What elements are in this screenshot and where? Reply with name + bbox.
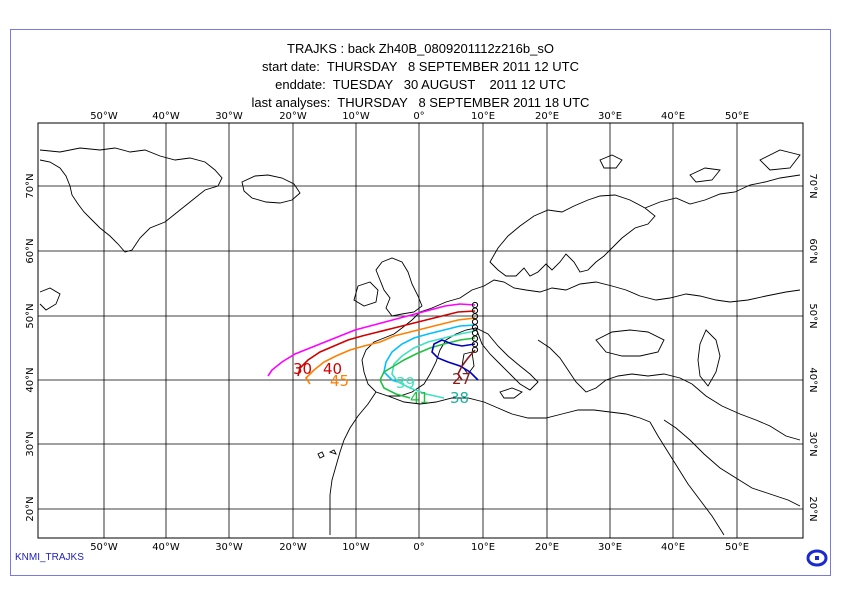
arabia-coast — [663, 419, 801, 507]
traj-label-41: 41 — [410, 389, 429, 407]
great-britain-coast — [375, 257, 423, 317]
traj-label-45: 45 — [330, 372, 349, 390]
lon-label-top: 50°W — [90, 111, 118, 122]
lon-label-bottom: 10°W — [342, 542, 370, 553]
trajectory-green — [379, 337, 476, 399]
black-sea-coast — [595, 329, 665, 357]
lat-label-right: 50°N — [807, 303, 818, 328]
persian-gulf-coast — [691, 383, 801, 441]
lat-label-left: 40°N — [25, 367, 36, 392]
newfoundland-coast — [39, 287, 61, 311]
start-marker — [471, 318, 479, 325]
knmi-logo-icon — [806, 549, 828, 567]
lon-label-top: 20°W — [279, 111, 307, 122]
title-line-4: last analyses: THURSDAY 8 SEPTEMBER 2011… — [251, 95, 590, 110]
sicily-coast — [499, 387, 523, 399]
lon-label-top: 10°E — [471, 111, 495, 122]
iceland-coast — [241, 174, 301, 204]
trajectory-red — [297, 310, 476, 377]
lat-label-right: 40°N — [807, 367, 818, 392]
greenland-coast — [39, 147, 223, 253]
title-block: TRAJKS : back Zh40B_0809201112z216b_sO s… — [0, 40, 841, 112]
lat-label-left: 70°N — [25, 173, 36, 198]
lat-labels-right: 70°N 60°N 50°N 40°N 30°N 20°N — [807, 173, 818, 521]
lon-label-bottom: 20°W — [279, 542, 307, 553]
north-africa-coast — [329, 391, 377, 535]
trajectories — [267, 303, 479, 399]
title-line-2: start date: THURSDAY 8 SEPTEMBER 2011 12… — [262, 59, 579, 74]
balkans-coast — [537, 339, 693, 393]
trajectory-turquoise — [391, 330, 476, 399]
lon-label-top: 40°E — [661, 111, 685, 122]
trajectory-labels: 30 40 45 27 39 41 38 — [293, 360, 471, 407]
trajectory-orange — [304, 317, 476, 385]
lon-labels-bottom: 50°W 40°W 30°W 20°W 10°W 0° 10°E 20°E 30°E 40°E 50… — [90, 542, 749, 553]
trajectory-blue — [431, 339, 479, 381]
traj-label-40: 40 — [323, 360, 342, 378]
lat-label-right: 30°N — [807, 431, 818, 456]
map-frame — [10, 29, 831, 576]
lon-label-top: 50°E — [725, 111, 749, 122]
ireland-coast — [353, 281, 379, 307]
russia-north-coast — [644, 174, 801, 209]
scandinavia-coast — [489, 194, 656, 277]
graticule — [38, 123, 803, 538]
lon-label-bottom: 30°W — [215, 542, 243, 553]
start-marker — [471, 346, 479, 353]
lon-label-top: 40°W — [152, 111, 180, 122]
lat-label-right: 70°N — [807, 173, 818, 198]
sardinia-coast — [461, 351, 475, 375]
lon-label-bottom: 20°E — [535, 542, 559, 553]
lon-label-top: 10°W — [342, 111, 370, 122]
lon-label-bottom: 0° — [413, 542, 424, 553]
lon-label-top: 30°W — [215, 111, 243, 122]
lat-label-left: 60°N — [25, 238, 36, 263]
start-markers — [471, 301, 479, 353]
lon-label-bottom: 50°W — [90, 542, 118, 553]
lat-label-left: 30°N — [25, 431, 36, 456]
lat-label-right: 60°N — [807, 238, 818, 263]
lon-label-bottom: 50°E — [725, 542, 749, 553]
arctic-islands — [599, 149, 801, 183]
traj-label-27: 27 — [452, 370, 471, 388]
map-border — [37, 122, 804, 539]
coastlines — [39, 147, 801, 536]
traj-label-39: 39 — [396, 374, 415, 392]
lon-label-top: 20°E — [535, 111, 559, 122]
lon-label-bottom: 40°W — [152, 542, 180, 553]
red-sea-coast — [649, 421, 725, 536]
lat-label-right: 20°N — [807, 496, 818, 521]
traj-label-30: 30 — [293, 360, 312, 378]
trajectory-cyan — [383, 324, 476, 385]
lat-labels-left: 70°N 60°N 50°N 40°N 30°N 20°N — [25, 173, 36, 521]
lon-labels-top: 50°W 40°W 30°W 20°W 10°W 0° 10°E 20°E 30°E 40°E 50… — [90, 111, 749, 122]
italy-coast — [475, 327, 539, 391]
footer-label: KNMI_TRAJKS — [15, 552, 84, 563]
lon-label-bottom: 30°E — [598, 542, 622, 553]
lon-label-top: 0° — [413, 111, 424, 122]
lon-label-bottom: 10°E — [471, 542, 495, 553]
mediterranean-south-coast — [387, 395, 651, 423]
lat-label-left: 20°N — [25, 496, 36, 521]
lon-label-top: 30°E — [598, 111, 622, 122]
title-line-3: enddate: TUESDAY 30 AUGUST 2011 12 UTC — [275, 77, 566, 92]
lat-label-left: 50°N — [25, 303, 36, 328]
lon-label-bottom: 40°E — [661, 542, 685, 553]
traj-label-38: 38 — [450, 389, 469, 407]
trajectory-darkred — [457, 349, 476, 381]
title-line-1: TRAJKS : back Zh40B_0809201112z216b_sO — [287, 41, 554, 56]
caspian-coast — [697, 329, 721, 387]
canary-islands — [317, 449, 337, 459]
europe-west-coast — [419, 279, 801, 313]
trajectory-magenta — [267, 303, 476, 377]
